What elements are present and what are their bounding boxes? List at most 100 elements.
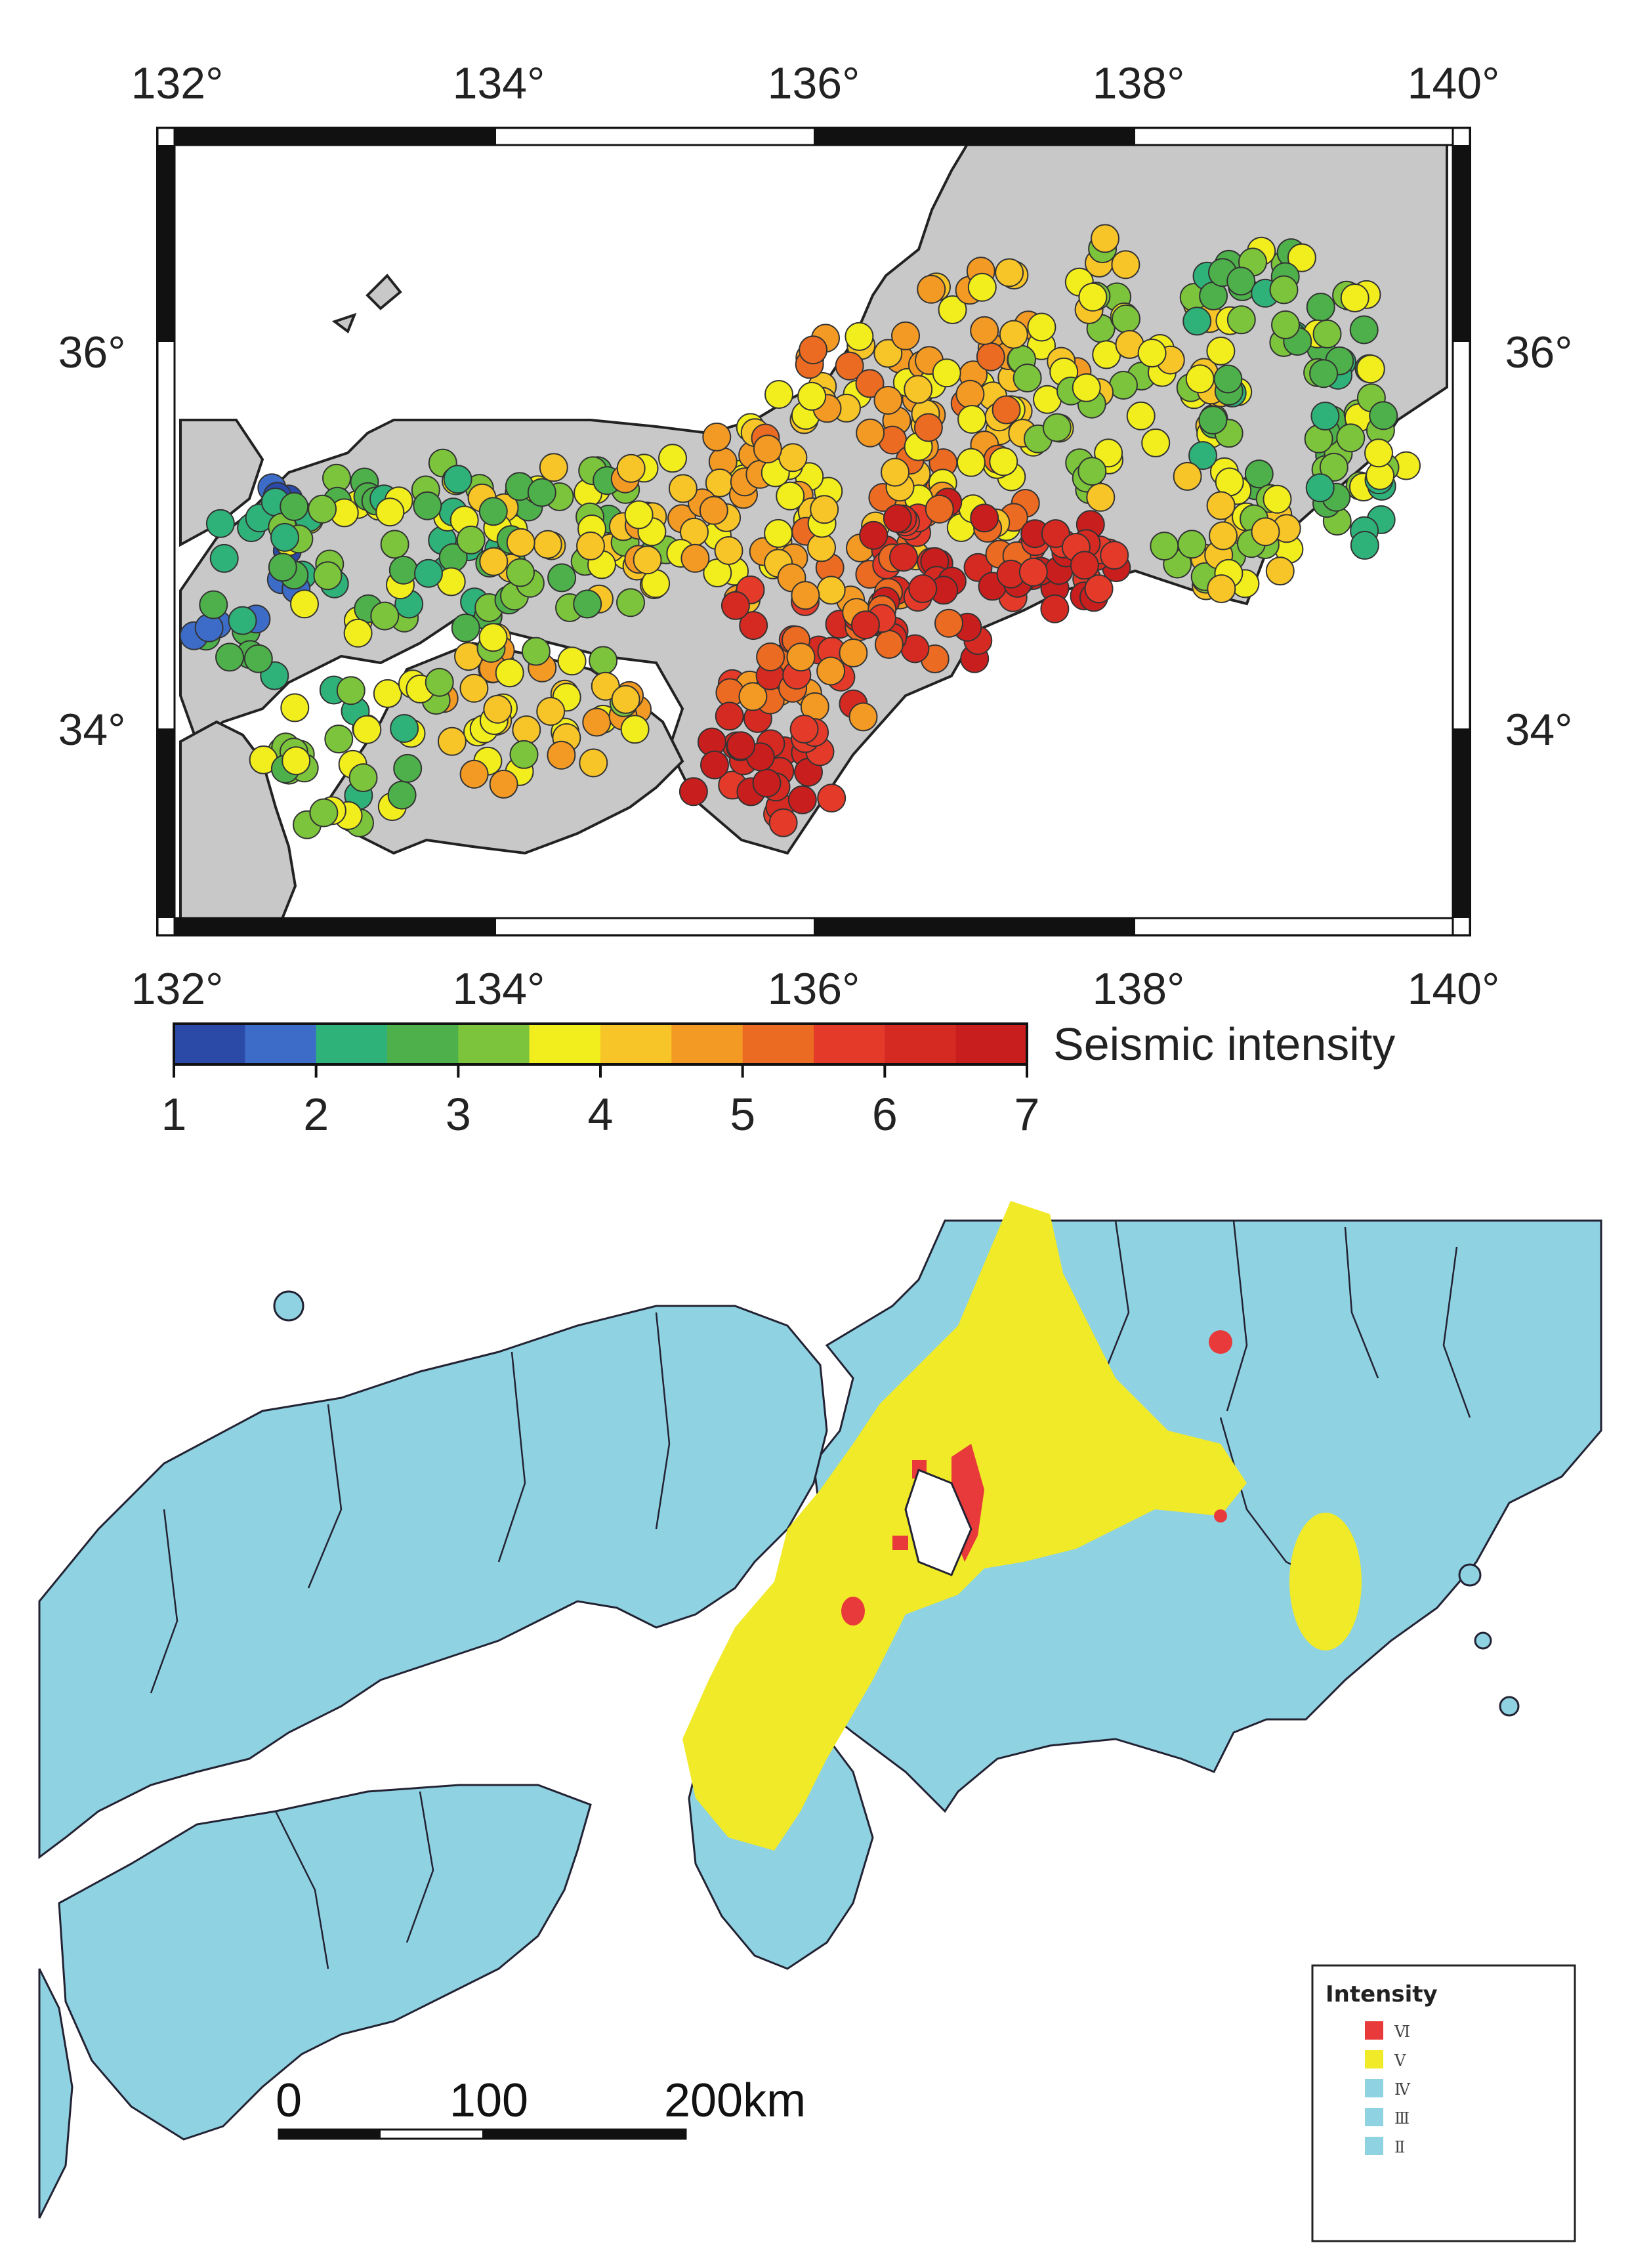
station-dot [388,555,418,585]
station-dot [373,679,402,708]
station-dot [967,272,997,302]
station-dot [768,808,798,837]
station-dot [776,481,805,511]
scale-label-200km: 200km [664,2074,806,2127]
station-dot [1094,438,1123,468]
station-dot [889,543,918,572]
top-frame-right-bar-seg2 [1453,728,1470,918]
bottom-map: 0 100 200km Intensity Ⅵ Ⅴ Ⅳ Ⅲ Ⅱ [38,1201,1602,2244]
station-dot [1111,250,1140,280]
station-dot [1018,557,1048,587]
station-dot [816,576,846,605]
station-dot [932,358,961,388]
station-dot [199,590,228,620]
station-dot [1150,532,1179,561]
station-dot [1369,401,1398,430]
legend-swatch [1365,2137,1383,2155]
vi-spot-4 [841,1597,865,1626]
station-dot [579,748,608,778]
station-dot [956,448,986,477]
station-dot [1042,413,1072,442]
station-dot [215,642,244,672]
station-dot [1126,401,1156,430]
station-dots [179,224,1421,839]
station-dot [1084,574,1114,604]
lon-label-bottom-132: 132° [131,964,224,1014]
station-dot [1271,310,1300,339]
station-dot [343,618,373,648]
station-dot [1309,359,1339,388]
station-dot [1340,284,1369,312]
top-frame-top-bar-seg2 [814,128,1135,145]
station-dot [855,369,885,398]
station-dot [702,422,732,452]
station-dot [425,667,454,697]
colorbar-segment [600,1024,672,1064]
station-dot [1040,594,1070,623]
station-dot [1269,275,1299,304]
station-dot [970,316,999,345]
station-dot [1287,243,1316,272]
station-dot [456,525,486,555]
station-dot [859,520,888,550]
station-dot [957,405,987,434]
station-dot [799,335,828,365]
station-dot [620,715,650,744]
colorbar-title: Seismic intensity [1053,1018,1395,1070]
station-dot [375,497,405,527]
station-dot [483,694,512,724]
colorbar-segment [245,1024,317,1064]
station-dot [506,558,535,587]
colorbar-segment [671,1024,743,1064]
scale-label-0: 0 [276,2074,302,2127]
colorbar-segment [174,1024,245,1064]
colorbar-segment [316,1024,388,1064]
station-dot [393,753,423,783]
station-dot [1244,459,1274,489]
station-dot [1173,461,1202,491]
station-dot [387,780,417,810]
station-dot [715,702,744,731]
station-dot [1305,473,1335,503]
station-dot [489,769,518,799]
station-dot [459,673,489,703]
station-dot [1350,530,1379,560]
station-dot [1306,293,1335,322]
station-dot [582,707,612,737]
station-dot [1265,556,1295,586]
station-dot [891,321,920,350]
station-dot [791,581,820,610]
station-dot [459,759,489,789]
station-dot [348,763,378,793]
lon-label-bottom-136: 136° [768,964,860,1014]
station-dot [1226,305,1256,335]
colorbar-segment [885,1024,957,1064]
station-dot [313,561,343,591]
scale-bar: 0 100 200km [276,2074,806,2140]
station-dot [679,777,708,807]
station-dot [992,395,1021,425]
station-dot [934,608,963,638]
colorbar-ticks: 1 2 3 4 5 6 7 [161,1064,1039,1140]
station-dot [1182,306,1212,336]
station-dot [1312,319,1342,348]
station-dot [700,750,729,780]
station-dot [478,623,508,652]
station-dot [282,746,311,776]
legend-swatch [1365,2050,1383,2068]
station-dot [280,693,310,723]
top-frame-bottom-bar-seg1 [175,918,496,935]
colorbar-segment [814,1024,885,1064]
station-dot [509,740,539,769]
station-dot [557,646,587,676]
station-dot [1027,312,1056,342]
scale-bar-seg-2 [482,2130,686,2139]
lon-label-top-138: 138° [1093,58,1185,108]
station-dot [616,588,645,618]
station-dot [1310,402,1340,430]
colorbar-segment [458,1024,530,1064]
station-dot [955,379,985,409]
station-dot [1137,339,1167,368]
legend-label: Ⅳ [1394,2080,1411,2099]
